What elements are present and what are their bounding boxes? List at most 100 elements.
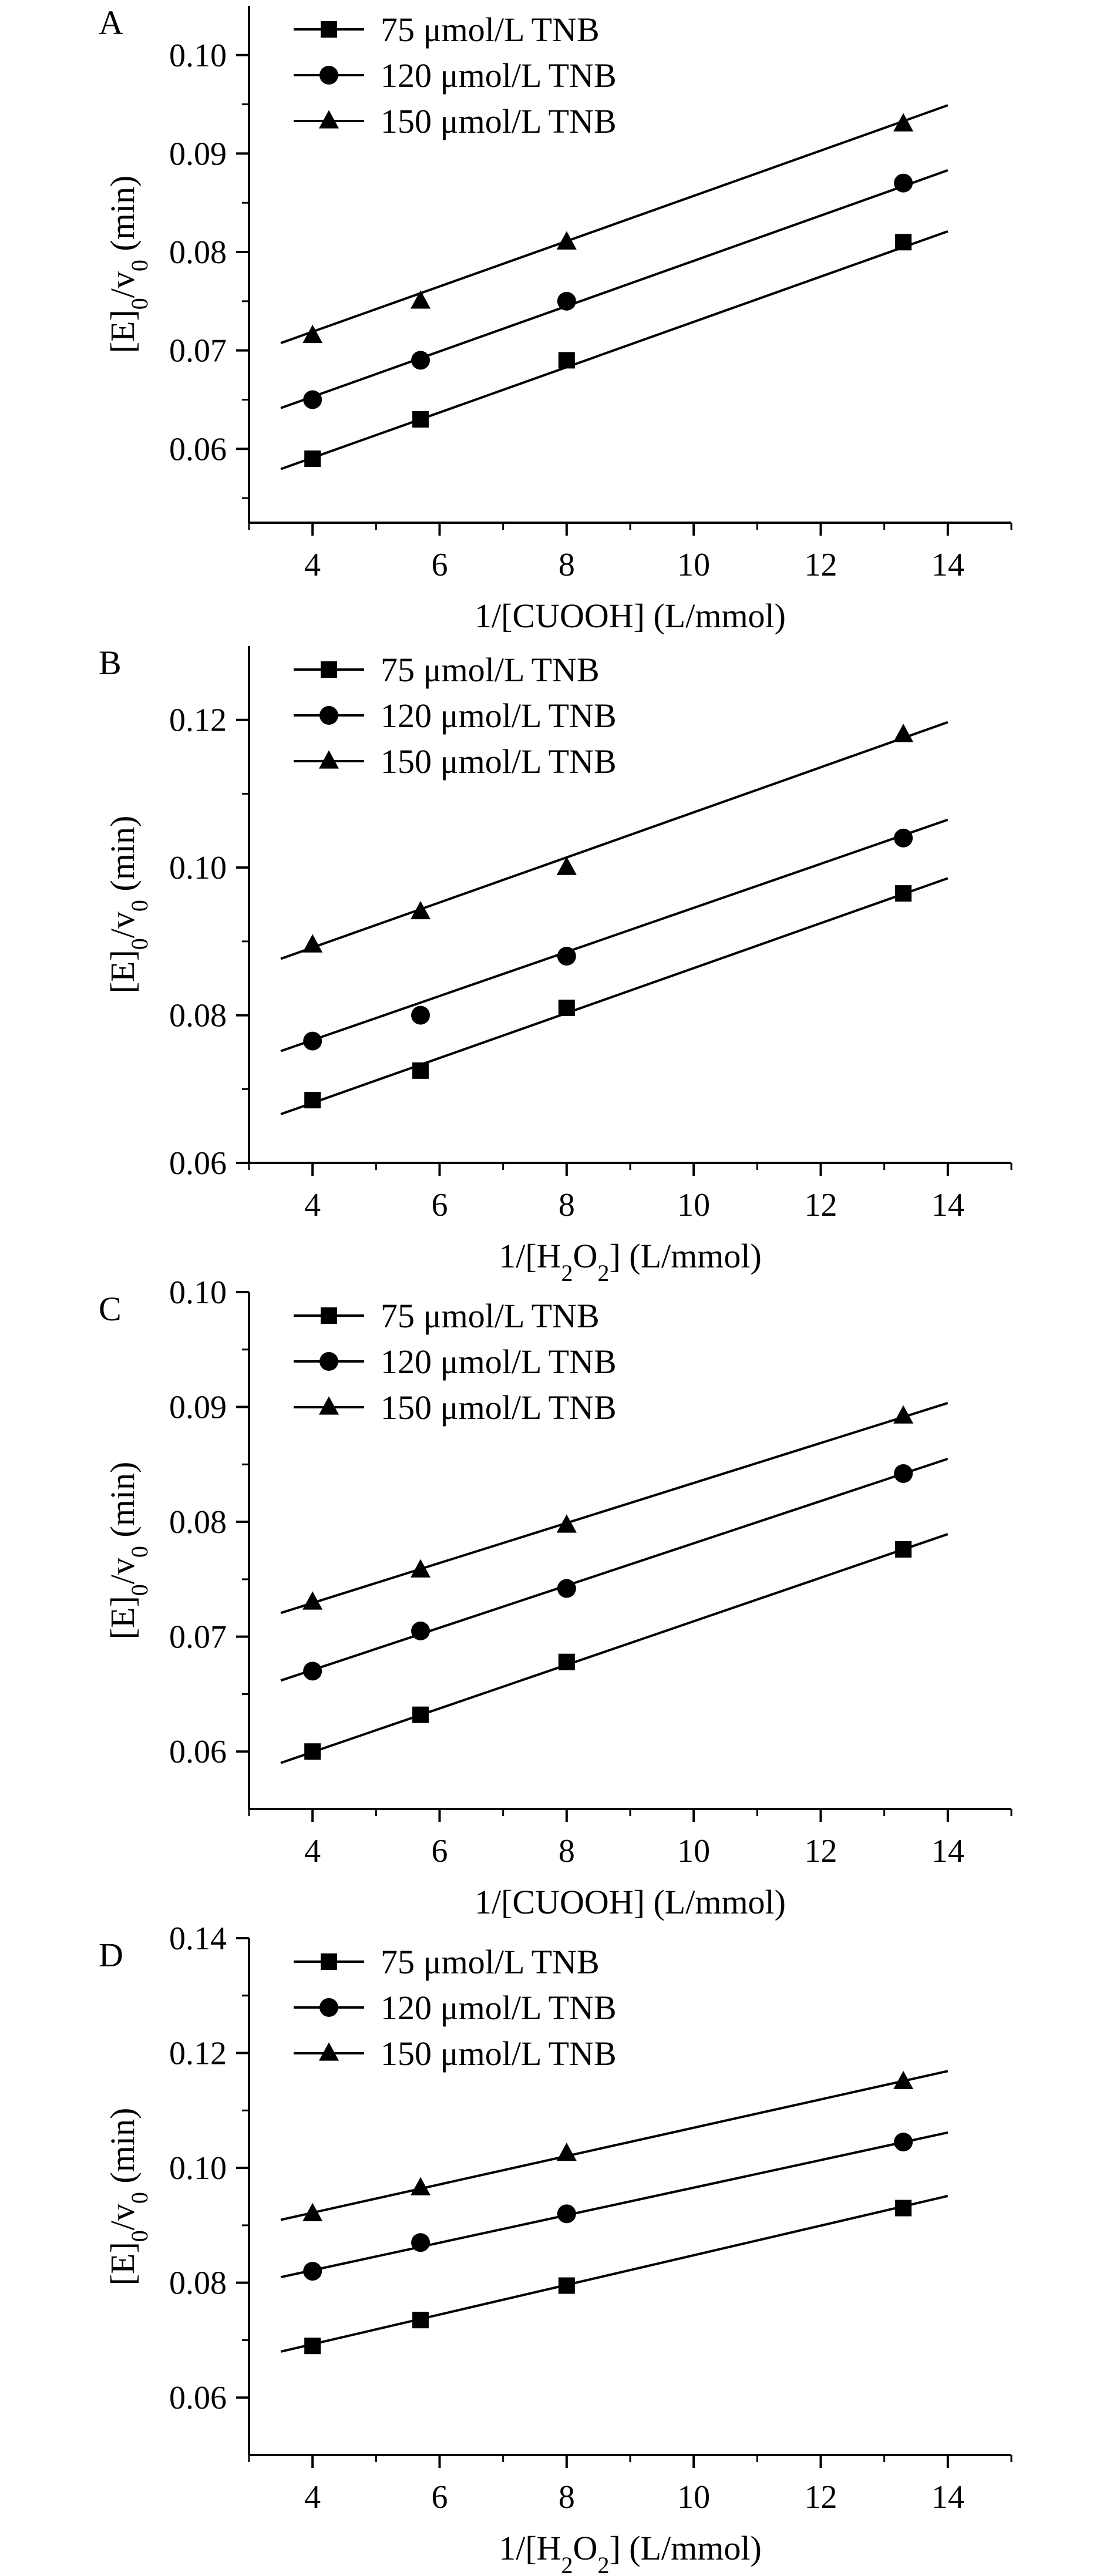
- y-axis-title-subscript: 0: [126, 938, 153, 950]
- legend-item: 120 μmol/L TNB: [294, 1343, 617, 1381]
- x-tick-label: 12: [805, 1187, 837, 1223]
- y-axis-title-part: [E]: [103, 310, 142, 353]
- data-point-triangle: [302, 2202, 323, 2221]
- y-axis-title-subscript: 0: [126, 1546, 153, 1558]
- series-circle: [280, 818, 948, 1052]
- data-point-square: [304, 450, 321, 468]
- fit-line: [280, 818, 948, 1052]
- data-point-circle: [557, 291, 576, 311]
- x-tick-label: 12: [805, 547, 837, 583]
- legend-label: 75 μmol/L TNB: [381, 1943, 600, 1981]
- series-circle: [280, 1458, 948, 1682]
- chart-panel-c: C 0.06 0.07 0.08 0.09 0.10 4 6 8 10 12 14 1/[CUOOH] …: [99, 1274, 1013, 1921]
- data-point-circle: [303, 2262, 322, 2281]
- data-point-circle: [303, 1662, 322, 1681]
- y-axis-title-subscript: 0: [126, 900, 153, 912]
- x-tick-label: 4: [304, 1187, 321, 1223]
- x-tick-label: 10: [677, 1833, 710, 1869]
- data-point-triangle: [411, 290, 431, 309]
- series-circle: [280, 2131, 948, 2281]
- legend-label: 150 μmol/L TNB: [381, 102, 617, 140]
- x-tick-label: 10: [677, 2479, 710, 2516]
- data-point-circle: [411, 1621, 430, 1640]
- series-triangle: [280, 2070, 948, 2221]
- chart-panel-d: D0.060.080.100.120.144 6 8 10 12 141/[H2O2] (…: [99, 1921, 1013, 2576]
- fit-line: [280, 1458, 948, 1682]
- x-axis-title-part: 1/[H: [499, 2529, 561, 2567]
- legend-marker-square: [321, 1307, 337, 1324]
- data-point-circle: [894, 1464, 913, 1483]
- chart-panel-a: A 0.06 0.07 0.08 0.09 0.10 4 6 8 10 12 14 1/[CUOOH] …: [99, 4, 1013, 635]
- legend-label: 150 μmol/L TNB: [381, 1388, 617, 1427]
- data-point-triangle: [893, 2070, 914, 2090]
- y-tick-label: 0.10: [169, 850, 227, 886]
- fit-line: [280, 2131, 948, 2279]
- series-triangle: [280, 1401, 948, 1615]
- x-tick-label: 6: [432, 1833, 448, 1869]
- x-axis-title: 1/[H2O2] (L/mmol): [499, 2529, 762, 2576]
- y-tick-label: 0.09: [169, 1390, 227, 1426]
- panel-label: A: [99, 4, 123, 42]
- legend-marker-square: [321, 661, 337, 678]
- y-tick-label: 0.10: [169, 1274, 227, 1311]
- x-axis-title-subscript: 2: [561, 1260, 573, 1286]
- y-axis-title: [E]0/v0 (min): [103, 2108, 153, 2286]
- series-circle: [280, 169, 948, 409]
- data-point-square: [558, 1653, 575, 1670]
- data-point-triangle: [556, 231, 577, 250]
- legend-item: 75 μmol/L TNB: [294, 11, 600, 49]
- x-axis-title: 1/[CUOOH] (L/mmol): [475, 1883, 786, 1921]
- y-axis-title-subscript: 0: [126, 1584, 153, 1596]
- x-tick-label: 14: [931, 1833, 964, 1869]
- y-axis-title-subscript: 0: [126, 2192, 153, 2204]
- legend-marker-circle: [319, 1352, 338, 1371]
- data-point-triangle: [893, 724, 914, 742]
- legend-label: 120 μmol/L TNB: [381, 56, 617, 95]
- data-point-triangle: [411, 1559, 431, 1578]
- y-axis-title-part: (min): [103, 816, 142, 900]
- series-square: [280, 1533, 948, 1764]
- legend-item: 150 μmol/L TNB: [294, 2034, 617, 2073]
- fit-line: [280, 230, 948, 470]
- x-axis-title-subscript: 2: [597, 1260, 609, 1286]
- data-point-square: [895, 885, 912, 902]
- data-point-circle: [557, 1579, 576, 1598]
- data-point-square: [304, 1743, 321, 1760]
- data-point-square: [558, 1000, 575, 1016]
- y-axis-title-part: (min): [103, 2108, 142, 2192]
- x-tick-label: 8: [559, 1187, 575, 1223]
- panel-label: D: [99, 1936, 123, 1974]
- series-triangle: [280, 721, 948, 960]
- fit-line: [280, 2070, 948, 2221]
- data-point-triangle: [302, 934, 323, 953]
- data-point-triangle: [302, 324, 323, 344]
- y-tick-label: 0.08: [169, 2265, 227, 2302]
- data-point-triangle: [411, 2177, 431, 2195]
- data-point-circle: [303, 390, 322, 409]
- x-tick-label: 14: [931, 2479, 964, 2516]
- data-point-triangle: [893, 113, 914, 132]
- data-point-square: [412, 1706, 429, 1723]
- x-tick-label: 14: [931, 1187, 964, 1223]
- legend-marker-circle: [319, 66, 338, 85]
- x-axis-title: 1/[H2O2] (L/mmol): [499, 1237, 762, 1286]
- data-point-triangle: [411, 900, 431, 920]
- data-point-square: [304, 2338, 321, 2355]
- y-tick-label: 0.07: [169, 333, 227, 369]
- y-axis-title-part: [E]: [103, 950, 142, 993]
- data-point-square: [895, 1541, 912, 1558]
- fit-line: [280, 877, 948, 1115]
- x-tick-label: 6: [432, 1187, 448, 1223]
- legend-marker-triangle: [319, 2042, 339, 2061]
- x-axis-title-part: 1/[H: [499, 1237, 561, 1275]
- legend-item: 150 μmol/L TNB: [294, 742, 617, 781]
- y-tick-label: 0.08: [169, 234, 227, 271]
- y-axis-title-part: /v: [103, 1558, 142, 1584]
- fit-line: [280, 1401, 948, 1615]
- fit-line: [280, 2195, 948, 2353]
- y-tick-label: 0.06: [169, 431, 227, 468]
- data-point-square: [412, 411, 429, 428]
- series-triangle: [280, 104, 948, 344]
- legend-item: 75 μmol/L TNB: [294, 1943, 600, 1981]
